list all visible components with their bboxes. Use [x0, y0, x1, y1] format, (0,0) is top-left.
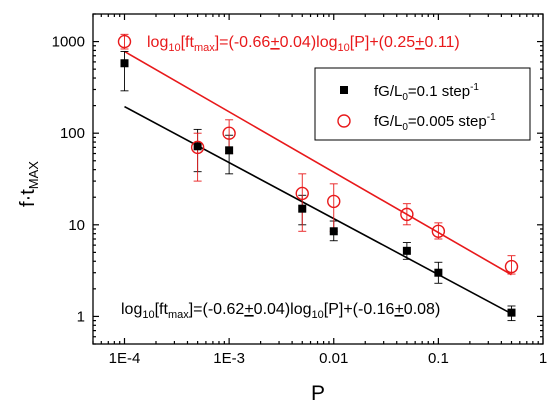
- fit-line-series-2: [124, 50, 512, 276]
- equation-subscript: 10: [338, 42, 350, 54]
- x-tick-label: 1E-4: [109, 350, 141, 367]
- legend-box: [314, 67, 531, 141]
- data-point-series-2: [190, 140, 205, 155]
- legend-label-series-2-sub: 0: [402, 122, 408, 133]
- data-point-series-1: [507, 308, 516, 317]
- y-axis-title: f·tMAX: [17, 161, 41, 207]
- data-point-series-2: [295, 186, 309, 201]
- equation-subscript: 10: [142, 309, 154, 321]
- y-tick-label: 1: [77, 308, 85, 325]
- legend-label-series-1-mid: =0.1 step: [408, 83, 470, 100]
- data-point-series-2: [222, 126, 236, 140]
- fit-line-series-1: [124, 105, 512, 315]
- y-axis-title-main: f·t: [17, 189, 39, 207]
- equation-text: [P]+(-0.16: [324, 301, 395, 318]
- data-point-series-1: [193, 142, 202, 151]
- legend-label-series-2: fG/L0=0.005 step-1: [374, 112, 496, 133]
- x-tick-label: 1: [539, 350, 547, 367]
- data-point-series-1: [225, 146, 234, 155]
- equation-text: [ft: [181, 34, 195, 51]
- equation-text: +: [270, 34, 279, 51]
- data-point-series-2: [431, 224, 446, 238]
- equation-text: +: [244, 301, 253, 318]
- legend-label-series-1-sup: -1: [470, 82, 479, 93]
- equation-text: log: [121, 301, 142, 318]
- equation-text: 0.04)log: [254, 301, 312, 318]
- data-point-series-1: [329, 227, 338, 236]
- y-tick-label: 10: [68, 217, 85, 234]
- equation-text: ]=(-0.66: [215, 34, 271, 51]
- data-point-series-1: [402, 246, 411, 255]
- y-tick-label: 1000: [52, 34, 85, 51]
- data-point-series-2: [400, 207, 414, 222]
- equation-text: +: [394, 301, 403, 318]
- legend-marker-square: [340, 86, 348, 94]
- data-point-series-1: [434, 268, 443, 277]
- x-tick-label: 0.1: [428, 350, 449, 367]
- legend-label-series-1: fG/L0=0.1 step-1: [374, 82, 479, 103]
- equation-text: [P]+(0.25: [350, 34, 415, 51]
- equation-subscript: 10: [312, 309, 324, 321]
- fit-line-layer: [124, 50, 512, 315]
- equation-text: 0.04)log: [280, 34, 338, 51]
- y-axis-title-sub: MAX: [26, 161, 41, 190]
- legend-marker-circle: [337, 114, 351, 128]
- tick-layer: [92, 13, 544, 345]
- x-axis-title: P: [311, 382, 325, 405]
- equation-text: +: [415, 34, 424, 51]
- equation-subscript: max: [168, 309, 189, 321]
- equation-text: ]=(-0.62: [189, 301, 245, 318]
- legend: fG/L0=0.1 step-1 fG/L0=0.005 step-1: [314, 67, 531, 141]
- data-point-series-2: [117, 34, 132, 49]
- legend-label-series-1-pre: fG/L: [374, 83, 402, 100]
- equation-subscript: 10: [168, 42, 180, 54]
- data-point-series-1: [298, 204, 307, 213]
- x-tick-label: 1E-3: [213, 350, 245, 367]
- legend-label-series-2-pre: fG/L: [374, 113, 402, 130]
- legend-label-series-1-sub: 0: [402, 92, 408, 103]
- fit-equation-black: log10[ftmax]=(-0.62+0.04)log10[P]+(-0.16…: [121, 301, 440, 321]
- equation-text: 0.08): [404, 301, 440, 318]
- legend-label-series-2-sup: -1: [487, 112, 496, 123]
- equation-text: 0.11): [424, 34, 459, 51]
- data-point-series-1: [120, 59, 129, 68]
- y-tick-label: 100: [60, 125, 85, 142]
- data-point-series-2: [504, 259, 519, 274]
- fit-equation-red: log10[ftmax]=(-0.66+0.04)log10[P]+(0.25+…: [147, 34, 460, 54]
- equation-text: log: [147, 34, 168, 51]
- equation-subscript: max: [194, 42, 215, 54]
- error-bar-layer: [120, 33, 516, 322]
- x-tick-label: 0.01: [319, 350, 348, 367]
- legend-label-series-2-mid: =0.005 step: [408, 113, 487, 130]
- marker-layer: [117, 34, 519, 317]
- data-point-series-2: [327, 194, 341, 209]
- equation-text: [ft: [155, 301, 169, 318]
